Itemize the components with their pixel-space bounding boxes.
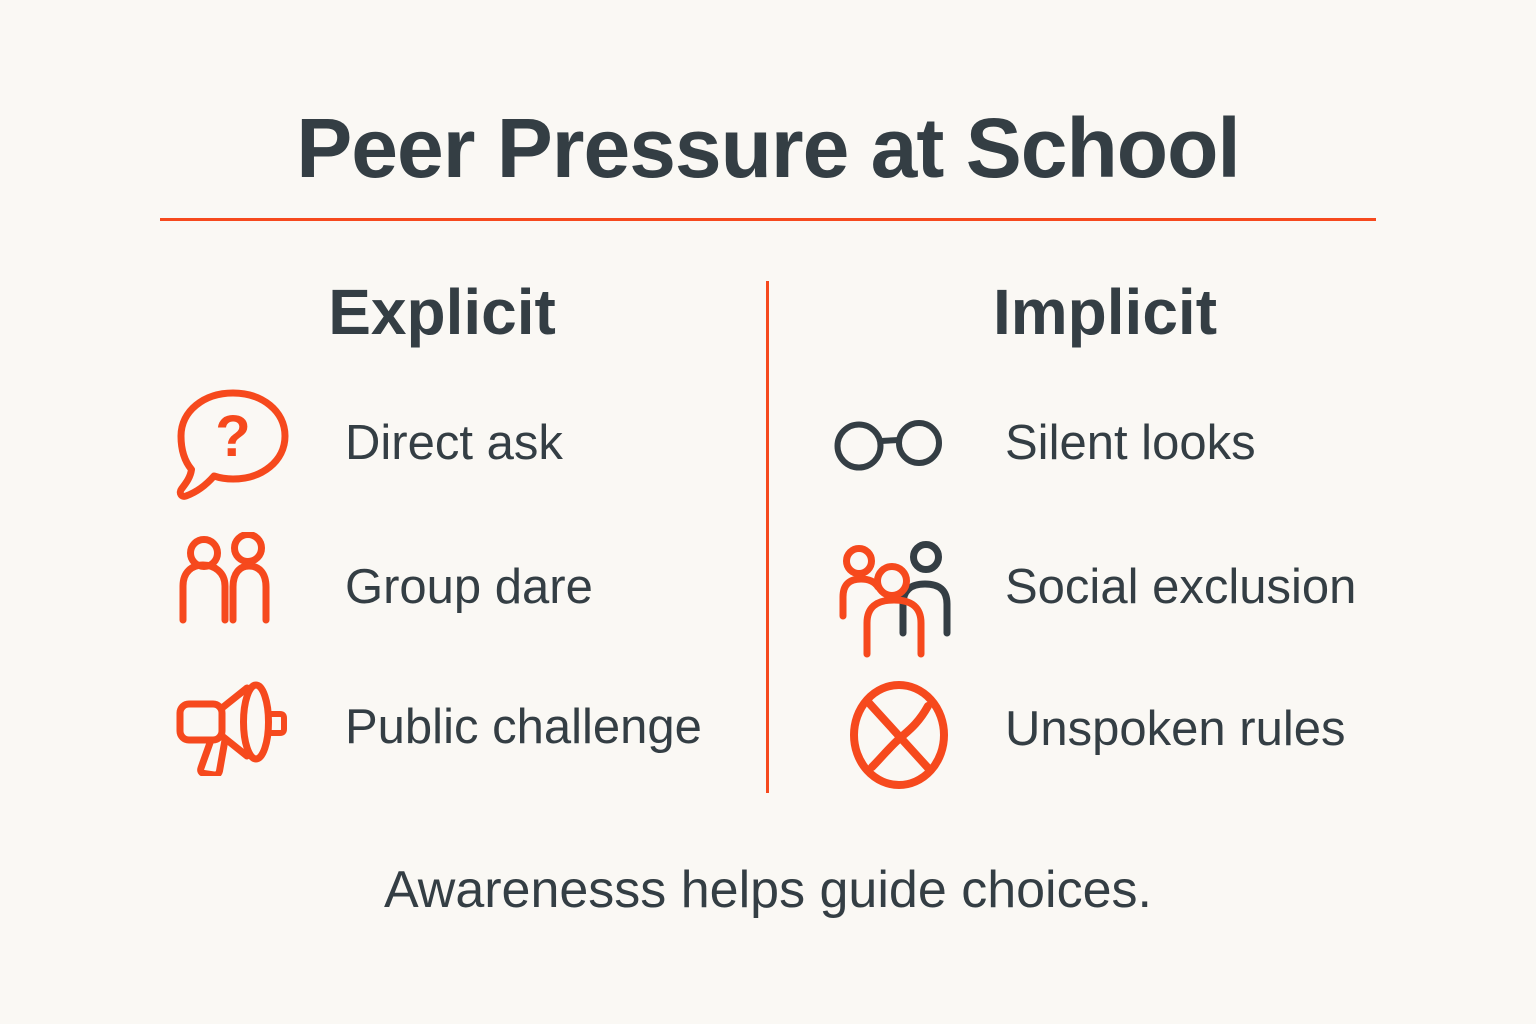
glasses-icon [833,410,963,472]
column-header-explicit: Explicit [328,276,556,348]
question-speech-bubble-icon: ? [171,384,295,502]
column-header-implicit: Implicit [992,276,1218,348]
two-people-icon [173,532,291,626]
title-divider-line [160,218,1376,221]
column-divider-line [766,281,769,793]
question-mark-glyph: ? [215,404,250,469]
row-label-direct-ask: Direct ask [345,416,563,470]
crossed-circle-icon [847,678,951,792]
row-label-public-challenge: Public challenge [345,700,702,754]
row-label-unspoken-rules: Unspoken rules [1005,702,1346,756]
row-label-group-dare: Group dare [345,560,593,614]
row-label-social-exclusion: Social exclusion [1005,560,1357,614]
people-group-exclusion-icon [838,536,954,658]
megaphone-icon [174,676,292,776]
row-label-silent-looks: Silent looks [1005,416,1256,470]
page-title: Peer Pressure at School [296,101,1240,195]
footer-note: Awarenesss helps guide choices. [384,861,1152,919]
